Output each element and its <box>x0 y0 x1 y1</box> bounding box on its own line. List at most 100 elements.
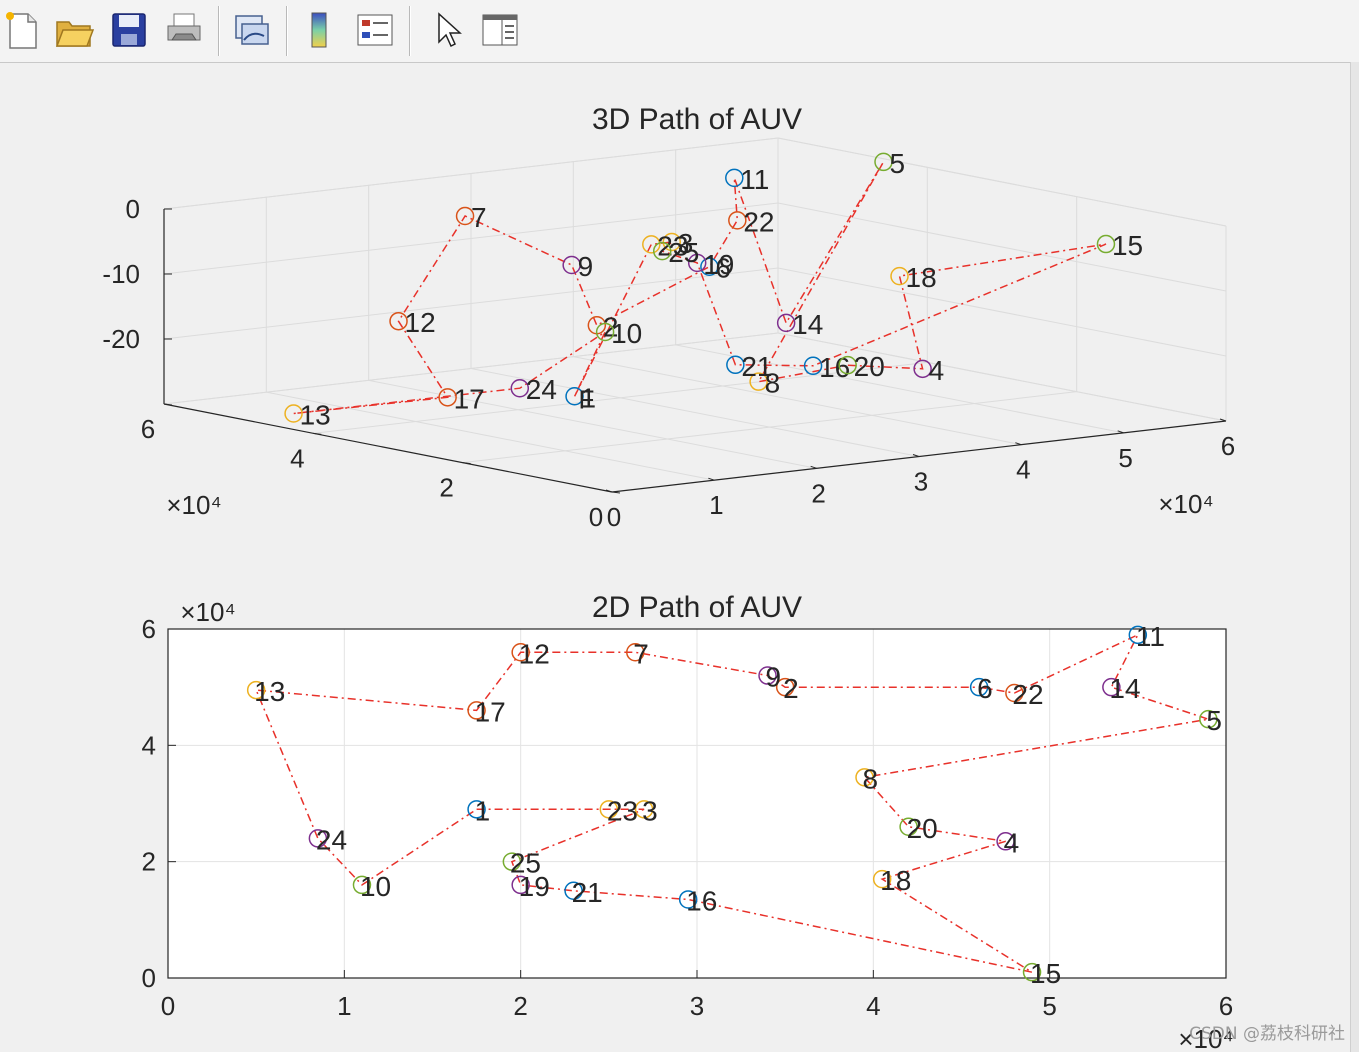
waypoint-marker-3d <box>913 359 932 379</box>
edit-plot-pointer-icon <box>438 12 462 48</box>
waypoint-marker-3d <box>642 235 661 254</box>
x-tick-label: 6 <box>1219 991 1233 1021</box>
y-tick-label: 6 <box>142 614 156 644</box>
waypoint-label-3d: 22 <box>743 206 774 237</box>
waypoint-label-3d: 9 <box>578 251 594 282</box>
z-tick-label: 0 <box>126 194 140 224</box>
x-exponent-label: ×10⁴ <box>1178 1024 1233 1052</box>
x-tick-label: 5 <box>1118 443 1132 473</box>
property-inspector-icon <box>482 14 518 46</box>
x-tick <box>912 454 920 457</box>
waypoint-label-2d: 4 <box>1004 827 1020 858</box>
x-tick-label: 0 <box>607 502 621 532</box>
x-tick <box>810 465 817 469</box>
waypoint-marker-2d <box>467 800 486 819</box>
grid-line <box>675 344 1124 434</box>
y-tick-label: 2 <box>439 473 453 503</box>
path-line-3d <box>293 161 1107 415</box>
waypoint-label-2d: 21 <box>572 877 603 908</box>
x-tick-label: 6 <box>1221 431 1235 461</box>
waypoint-label-2d: 19 <box>519 871 550 902</box>
window-right-edge <box>1350 62 1359 1052</box>
waypoint-marker-3d <box>1096 234 1116 254</box>
edit-plot-button[interactable] <box>425 6 469 54</box>
waypoint-marker-3d <box>890 266 909 286</box>
y-tick <box>313 432 322 435</box>
waypoint-label-2d: 9 <box>766 662 782 693</box>
insert-legend-button[interactable] <box>353 6 397 54</box>
property-inspector-button[interactable] <box>478 6 522 54</box>
figure-toolbar <box>0 0 1359 63</box>
open-file-button[interactable] <box>52 6 96 54</box>
y-tick-label: 2 <box>142 847 156 877</box>
waypoint-marker-2d <box>678 890 698 909</box>
waypoint-label-3d: 1 <box>581 382 597 413</box>
waypoint-marker-2d <box>564 881 583 900</box>
print-figure-button[interactable] <box>162 6 206 54</box>
x-tick-label: 3 <box>914 467 928 497</box>
waypoint-marker-2d <box>352 875 372 895</box>
waypoint-marker-3d <box>562 255 581 275</box>
waypoint-marker-3d <box>455 206 475 226</box>
waypoint-marker-3d <box>874 152 893 172</box>
waypoint-marker-3d <box>284 404 303 423</box>
grid-line <box>163 202 779 275</box>
waypoint-marker-2d <box>502 852 522 871</box>
waypoint-label-2d: 24 <box>316 824 347 855</box>
save-figure-button[interactable] <box>107 6 151 54</box>
x-tick-label: 2 <box>513 991 527 1021</box>
insert-colorbar-button[interactable] <box>298 6 342 54</box>
grid-line <box>777 267 1227 357</box>
waypoint-label-3d: 6 <box>715 253 731 284</box>
insert-colorbar-icon <box>311 12 327 48</box>
grid-line <box>163 332 779 405</box>
waypoint-label-2d: 5 <box>1206 705 1222 736</box>
x-tick-label: 1 <box>337 991 351 1021</box>
grid-line <box>462 391 1077 464</box>
x-tick <box>708 477 715 481</box>
waypoint-label-3d: 2 <box>603 311 619 342</box>
waypoint-marker-2d <box>855 768 874 787</box>
waypoint-marker-3d <box>749 372 768 391</box>
link-plot-button[interactable] <box>230 6 274 54</box>
x-tick-label: 5 <box>1042 991 1056 1021</box>
x-tick <box>1015 442 1022 446</box>
waypoint-marker-2d <box>246 680 266 700</box>
waypoint-label-2d: 23 <box>607 795 638 826</box>
grid-line <box>777 202 1227 292</box>
x-tick-label: 3 <box>690 991 704 1021</box>
waypoint-label-2d: 2 <box>783 673 799 704</box>
insert-legend-icon <box>357 14 393 46</box>
y-exponent-label: ×10⁴ <box>180 597 235 627</box>
waypoint-label-3d: 25 <box>668 237 699 268</box>
waypoint-marker-2d <box>969 677 989 697</box>
y-tick-label: 4 <box>290 443 304 473</box>
waypoint-marker-2d <box>872 869 892 889</box>
y-tick <box>462 462 471 465</box>
waypoint-label-2d: 8 <box>863 763 879 794</box>
waypoint-label-2d: 16 <box>686 885 717 916</box>
grid-line <box>777 332 1227 422</box>
grid-line <box>163 267 779 340</box>
waypoint-marker-3d <box>510 378 530 398</box>
new-figure-button[interactable] <box>0 6 44 54</box>
waypoint-label-3d: 21 <box>741 351 772 382</box>
x-tick-label: 0 <box>161 991 175 1021</box>
waypoint-label-2d: 6 <box>977 673 993 704</box>
waypoint-marker-2d <box>626 643 645 662</box>
grid-line <box>313 361 928 434</box>
waypoint-marker-3d <box>728 211 747 230</box>
waypoint-marker-3d <box>838 355 857 375</box>
waypoint-label-3d: 7 <box>471 202 487 233</box>
waypoint-label-3d: 18 <box>906 262 937 293</box>
waypoint-label-3d: 14 <box>792 309 823 340</box>
y-tick <box>163 403 173 406</box>
waypoint-marker-3d <box>565 387 584 406</box>
x-tick-label: 2 <box>811 478 825 508</box>
waypoint-label-2d: 7 <box>633 638 649 669</box>
waypoint-label-2d: 11 <box>1136 621 1165 652</box>
waypoint-label-2d: 25 <box>510 848 541 879</box>
waypoint-marker-2d <box>634 800 654 819</box>
